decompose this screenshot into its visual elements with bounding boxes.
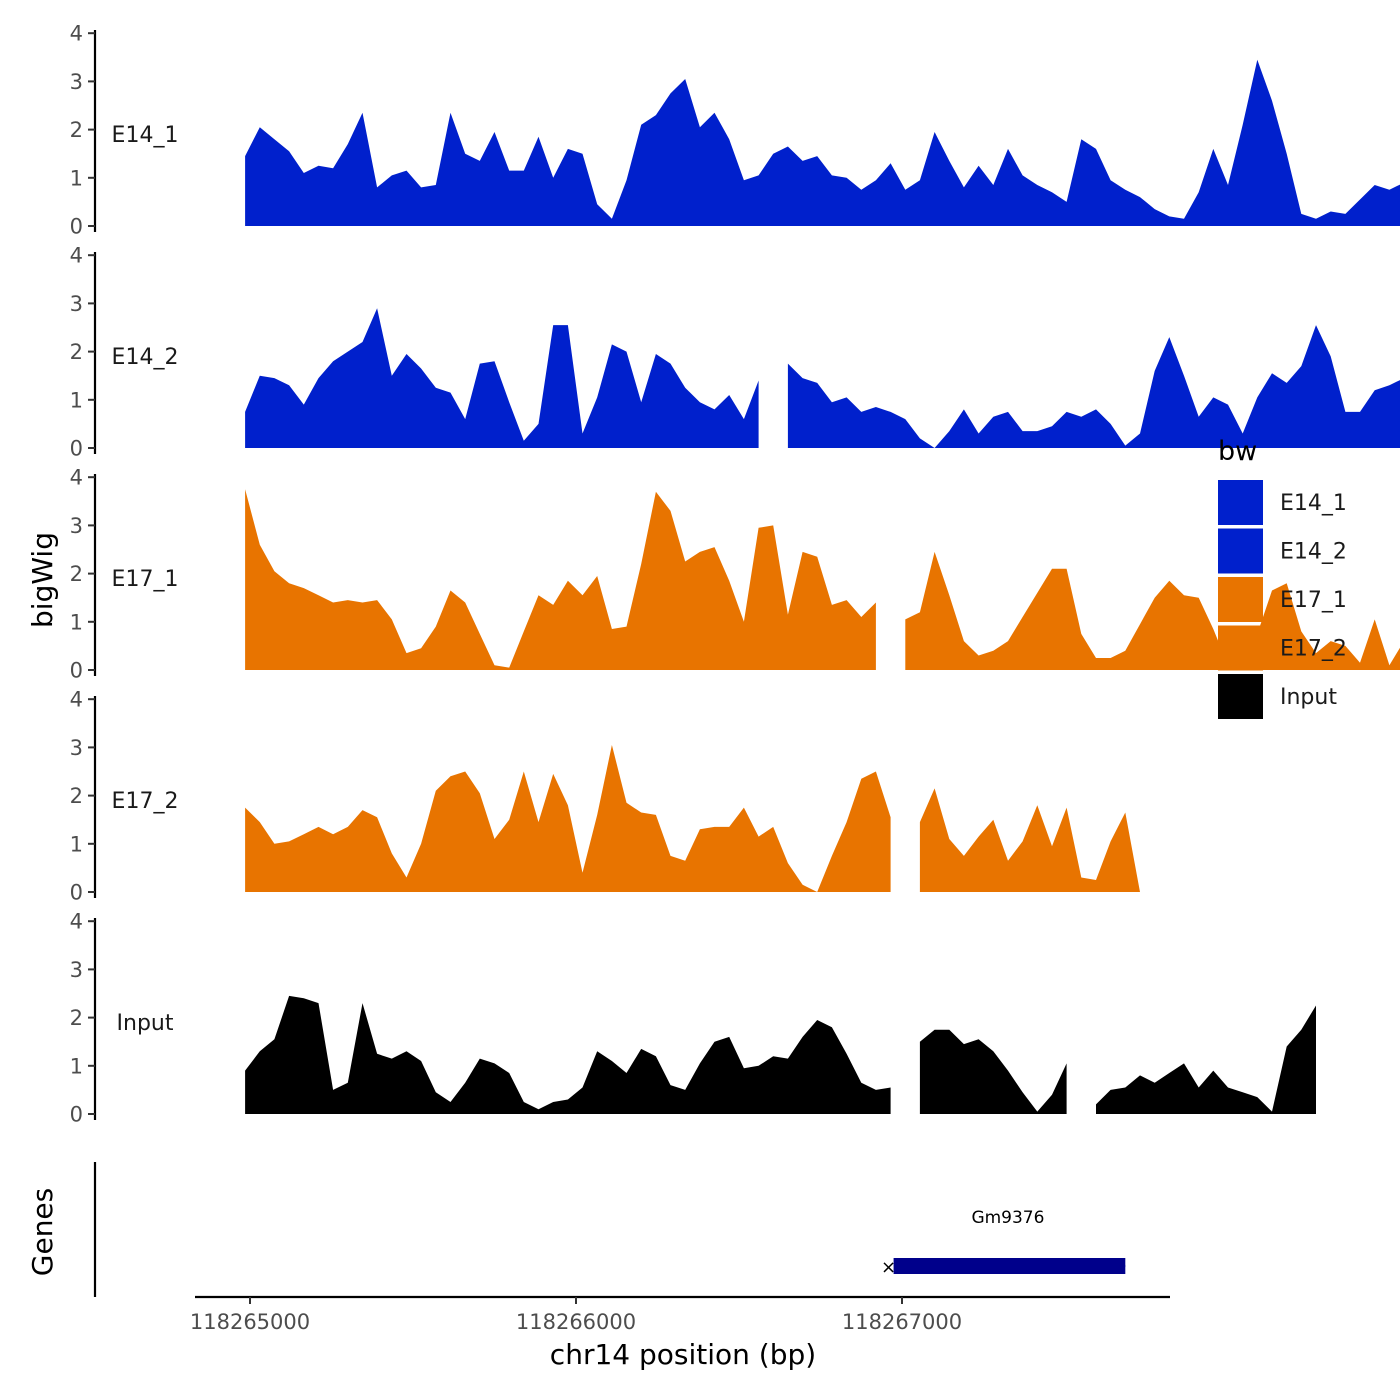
y-tick-label: 2 xyxy=(70,340,83,364)
y-tick-label: 2 xyxy=(70,562,83,586)
legend: bw E14_1 E14_2 E17_1 E17_2 Input xyxy=(1218,436,1347,719)
gene-body xyxy=(893,1258,1126,1274)
track-label: E17_1 xyxy=(112,567,179,592)
legend-swatch xyxy=(1218,674,1263,719)
legend-label: E17_1 xyxy=(1280,588,1347,613)
legend-swatch xyxy=(1218,480,1263,525)
y-tick-label: 1 xyxy=(70,1054,83,1078)
y-tick-label: 3 xyxy=(70,736,83,760)
x-tick-label: 118265000 xyxy=(190,1310,310,1334)
y-tick-label: 1 xyxy=(70,166,83,190)
track-label: E14_2 xyxy=(112,345,179,370)
x-axis-title: chr14 position (bp) xyxy=(550,1338,816,1371)
gene-gm9376: × Gm9376 xyxy=(881,1208,1126,1278)
legend-title: bw xyxy=(1218,436,1257,467)
coverage-area-e17-1 xyxy=(245,489,1400,670)
legend-label: E17_2 xyxy=(1280,637,1347,662)
coverage-area-e14-1 xyxy=(245,59,1400,226)
legend-entry: E17_2 xyxy=(1218,625,1347,671)
legend-swatch xyxy=(1218,625,1263,671)
track-e17-1: 0 1 2 3 4 E17_1 xyxy=(70,466,1400,683)
y-axis-title: bigWig xyxy=(26,532,59,628)
y-tick-label: 4 xyxy=(70,466,83,490)
y-tick-label: 4 xyxy=(70,22,83,46)
coverage-area-e17-2 xyxy=(245,745,1141,892)
y-tick-label: 0 xyxy=(70,215,83,239)
gene-end-dot xyxy=(1119,1263,1126,1269)
gene-label: Gm9376 xyxy=(971,1208,1044,1228)
genes-layer: × Gm9376 xyxy=(93,1162,1126,1297)
legend-label: Input xyxy=(1280,685,1337,710)
y-tick-label: 1 xyxy=(70,832,83,856)
legend-swatch xyxy=(1218,528,1263,574)
y-tick-label: 3 xyxy=(70,70,83,94)
x-tick-label: 118267000 xyxy=(842,1310,962,1334)
y-tick-label: 4 xyxy=(70,244,83,268)
y-tick-label: 4 xyxy=(70,910,83,934)
track-label: E17_2 xyxy=(112,789,179,814)
y-tick-label: 3 xyxy=(70,292,83,316)
genes-panel-title: Genes xyxy=(26,1188,59,1276)
track-input: 0 1 2 3 4 Input xyxy=(70,910,1317,1127)
y-tick-label: 1 xyxy=(70,610,83,634)
legend-entry: E14_1 xyxy=(1218,480,1347,525)
legend-entry: E14_2 xyxy=(1218,528,1347,574)
y-tick-label: 0 xyxy=(70,1103,83,1127)
y-tick-label: 2 xyxy=(70,118,83,142)
y-tick-label: 4 xyxy=(70,688,83,712)
x-axis: 118265000 118266000 118267000 xyxy=(190,1295,1170,1334)
y-tick-label: 1 xyxy=(70,388,83,412)
legend-label: E14_1 xyxy=(1280,491,1347,516)
gene-strand-marker: × xyxy=(881,1257,896,1278)
y-tick-label: 0 xyxy=(70,881,83,905)
y-tick-label: 2 xyxy=(70,784,83,808)
track-e17-2: 0 1 2 3 4 E17_2 xyxy=(70,688,1141,905)
track-label: E14_1 xyxy=(112,123,179,148)
coverage-area-input xyxy=(245,995,1317,1114)
y-tick-label: 0 xyxy=(70,659,83,683)
legend-label: E14_2 xyxy=(1280,540,1347,565)
y-tick-label: 0 xyxy=(70,437,83,461)
track-e14-1: 0 1 2 3 4 E14_1 xyxy=(70,22,1400,239)
legend-entry: Input xyxy=(1218,674,1337,719)
tracks-layer: 0 1 2 3 4 E14_1 0 1 2 3 4 E14_2 0 1 2 3 4 E17_1 0 1 2 3 4 E17_2… xyxy=(70,22,1400,1127)
coverage-area-e14-2 xyxy=(245,308,1400,448)
legend-swatch xyxy=(1218,577,1263,622)
track-label: Input xyxy=(117,1011,174,1036)
y-tick-label: 3 xyxy=(70,514,83,538)
legend-entry: E17_1 xyxy=(1218,577,1347,622)
track-e14-2: 0 1 2 3 4 E14_2 xyxy=(70,244,1400,461)
y-tick-label: 3 xyxy=(70,958,83,982)
x-tick-label: 118266000 xyxy=(516,1310,636,1334)
y-tick-label: 2 xyxy=(70,1006,83,1030)
